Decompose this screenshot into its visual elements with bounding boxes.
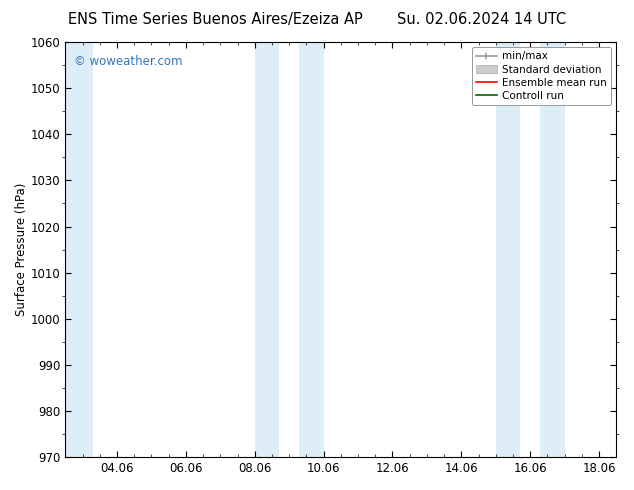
Bar bbox=[540, 42, 565, 457]
Bar bbox=[255, 42, 279, 457]
Text: © woweather.com: © woweather.com bbox=[74, 54, 182, 68]
Bar bbox=[496, 42, 520, 457]
Bar bbox=[65, 42, 93, 457]
Text: Su. 02.06.2024 14 UTC: Su. 02.06.2024 14 UTC bbox=[398, 12, 566, 27]
Legend: min/max, Standard deviation, Ensemble mean run, Controll run: min/max, Standard deviation, Ensemble me… bbox=[472, 47, 611, 105]
Bar bbox=[299, 42, 323, 457]
Y-axis label: Surface Pressure (hPa): Surface Pressure (hPa) bbox=[15, 183, 28, 316]
Text: ENS Time Series Buenos Aires/Ezeiza AP: ENS Time Series Buenos Aires/Ezeiza AP bbox=[68, 12, 363, 27]
